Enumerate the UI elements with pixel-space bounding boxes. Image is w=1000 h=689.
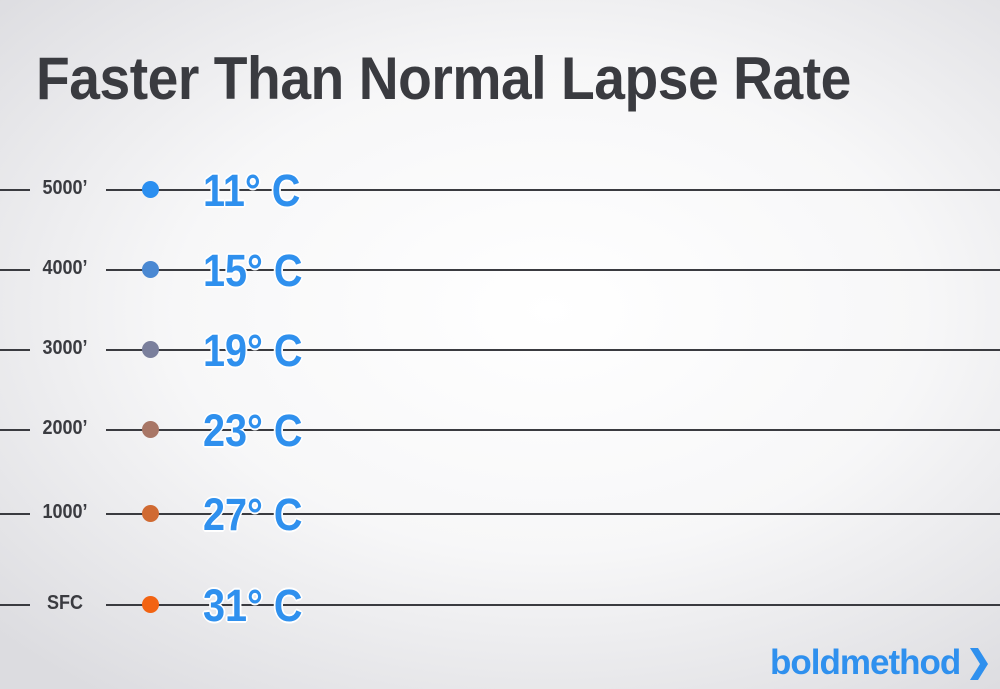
temperature-dot <box>142 341 159 358</box>
level-line <box>0 189 30 191</box>
level-line <box>106 269 1000 271</box>
temperature-dot <box>142 596 159 613</box>
level-line <box>0 604 30 606</box>
level-line <box>0 513 30 515</box>
temperature-label: 15° C <box>203 245 303 296</box>
temperature-dot <box>142 261 159 278</box>
level-line <box>0 429 30 431</box>
level-line <box>106 429 1000 431</box>
level-line <box>106 513 1000 515</box>
level-line <box>106 349 1000 351</box>
level-line <box>0 269 30 271</box>
temperature-label: 11° C <box>203 165 301 216</box>
temperature-label: 19° C <box>203 325 303 376</box>
boldmethod-logo: boldmethod <box>770 643 961 682</box>
temperature-dot <box>142 181 159 198</box>
altitude-label: 3000’ <box>42 337 88 359</box>
altitude-label: 2000’ <box>42 417 88 439</box>
level-line <box>106 604 1000 606</box>
altitude-label: SFC <box>47 592 83 614</box>
temperature-label: 31° C <box>203 580 303 631</box>
level-line <box>106 189 1000 191</box>
chevron-right-icon <box>970 648 988 680</box>
level-line <box>0 349 30 351</box>
altitude-label: 5000’ <box>42 177 88 199</box>
temperature-dot <box>142 421 159 438</box>
altitude-label: 1000’ <box>42 501 88 523</box>
temperature-label: 23° C <box>203 405 303 456</box>
temperature-dot <box>142 505 159 522</box>
temperature-label: 27° C <box>203 489 303 540</box>
page-title: Faster Than Normal Lapse Rate <box>36 45 851 112</box>
altitude-label: 4000’ <box>42 257 88 279</box>
